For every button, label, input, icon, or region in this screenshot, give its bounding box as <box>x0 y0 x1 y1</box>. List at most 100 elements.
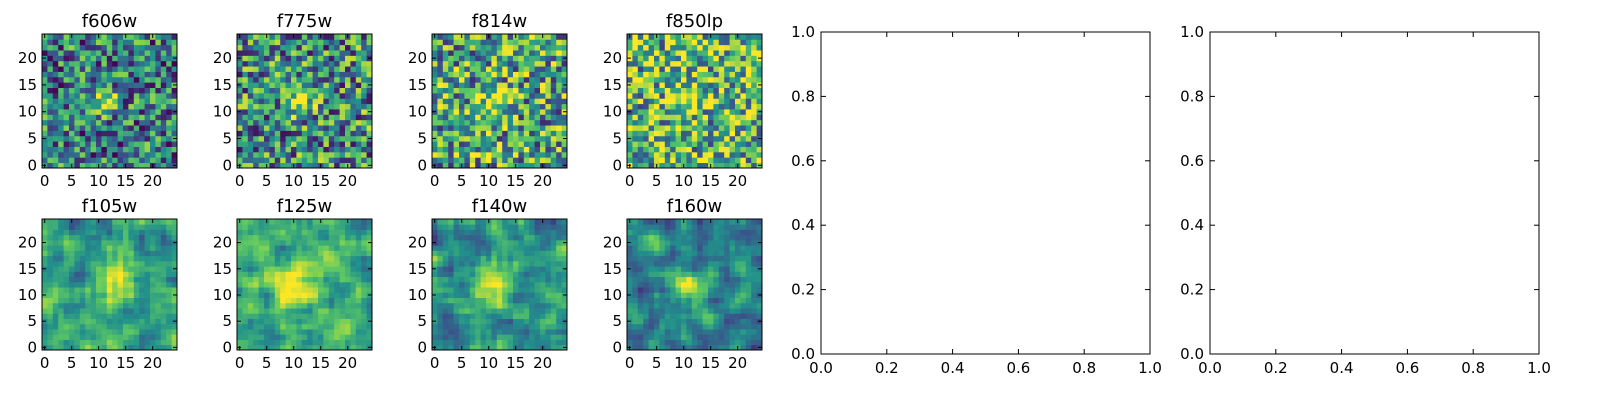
heatmap-cell <box>112 313 118 319</box>
heatmap-cell <box>112 250 118 257</box>
heatmap-cell <box>648 276 655 283</box>
heatmap-cell <box>496 344 503 351</box>
heatmap-cell <box>361 125 367 131</box>
heatmap-cell <box>52 266 59 272</box>
heatmap-cell <box>101 60 108 67</box>
heatmap-cell <box>459 44 465 51</box>
heatmap-cell <box>507 219 514 225</box>
heatmap-cell <box>475 276 481 283</box>
heatmap-cell <box>339 39 346 46</box>
heatmap-cell <box>42 130 48 137</box>
heatmap-cell <box>724 146 730 153</box>
heatmap-cell <box>79 119 86 126</box>
heatmap-cell <box>545 281 552 288</box>
heatmap-cell <box>659 130 666 137</box>
heatmap-cell <box>686 34 693 40</box>
heatmap-cell <box>491 229 498 236</box>
heatmap-cell <box>334 245 340 251</box>
heatmap-cell <box>312 234 319 241</box>
heatmap-cell <box>469 323 476 330</box>
heatmap-cell <box>106 87 113 94</box>
heatmap-cell <box>85 313 91 319</box>
heatmap-cell <box>643 34 649 40</box>
heatmap-cell <box>534 308 541 314</box>
heatmap-cell <box>42 229 48 236</box>
heatmap-cell <box>318 125 324 131</box>
heatmap-cell <box>90 98 97 105</box>
heatmap-cell <box>101 271 108 278</box>
heatmap-cell <box>464 266 471 272</box>
heatmap-cell <box>79 302 86 309</box>
heatmap-cell <box>160 260 167 267</box>
heatmap-cell <box>448 255 454 262</box>
heatmap-cell <box>697 125 703 131</box>
heatmap-cell <box>654 119 660 126</box>
heatmap-cell <box>269 255 276 262</box>
heatmap-cell <box>632 87 639 94</box>
heatmap-cell <box>47 82 54 88</box>
heatmap-cell <box>475 245 481 251</box>
heatmap-cell <box>160 34 167 40</box>
heatmap-cell <box>751 135 757 142</box>
heatmap-cell <box>350 260 357 267</box>
heatmap-cell <box>155 66 162 72</box>
heatmap-cell <box>247 266 254 272</box>
heatmap-cell <box>296 55 303 62</box>
heatmap-cell <box>713 281 720 288</box>
heatmap-cell <box>708 157 714 164</box>
heatmap-cell <box>144 255 151 262</box>
heatmap-cell <box>751 339 757 346</box>
heatmap-cell <box>523 297 530 304</box>
heatmap-cell <box>69 135 75 142</box>
heatmap-cell <box>52 98 59 105</box>
heatmap-cell <box>643 71 649 78</box>
heatmap-cell <box>529 260 535 267</box>
heatmap-cell <box>540 44 546 51</box>
heatmap-cell <box>323 245 330 251</box>
heatmap-cell <box>702 50 709 56</box>
x-tick-label: 20 <box>533 354 552 372</box>
heatmap-cell <box>285 135 292 142</box>
heatmap-cell <box>675 50 682 56</box>
heatmap-cell <box>432 130 438 137</box>
heatmap-cell <box>253 344 259 351</box>
heatmap-cell <box>274 323 281 330</box>
heatmap-cell <box>540 141 546 147</box>
heatmap-cell <box>550 87 557 94</box>
heatmap-cell <box>366 281 373 288</box>
heatmap-cell <box>90 157 97 164</box>
heatmap-cell <box>171 141 178 147</box>
heatmap-cell <box>523 266 530 272</box>
heatmap-cell <box>74 344 81 351</box>
heatmap-cell <box>475 281 481 288</box>
heatmap-cell <box>258 109 265 115</box>
heatmap-cell <box>334 292 340 298</box>
heatmap-cell <box>69 103 75 110</box>
heatmap-cell <box>274 318 281 325</box>
heatmap-cell <box>702 271 709 278</box>
heatmap-cell <box>366 151 373 158</box>
heatmap-cell <box>659 308 666 314</box>
heatmap-cell <box>697 339 703 346</box>
heatmap-cell <box>301 146 308 153</box>
heatmap-cell <box>160 224 167 230</box>
heatmap-cell <box>469 224 476 230</box>
heatmap-cell <box>47 318 54 325</box>
heatmap-cell <box>496 125 503 131</box>
heatmap-cell <box>90 344 97 351</box>
heatmap-cell <box>724 329 730 335</box>
heatmap-cell <box>106 297 113 304</box>
heatmap-cell <box>74 146 81 153</box>
heatmap-cell <box>442 271 449 278</box>
heatmap-cell <box>350 114 357 121</box>
heatmap-cell <box>58 266 64 272</box>
x-tick-label: 20 <box>728 172 747 190</box>
heatmap-cell <box>253 39 259 46</box>
heatmap-cell <box>345 76 351 83</box>
heatmap-cell <box>328 44 335 51</box>
heatmap-cell <box>269 260 276 267</box>
heatmap-cell <box>534 87 541 94</box>
heatmap-cell <box>437 266 444 272</box>
heatmap-cell <box>123 109 129 115</box>
heatmap-cell <box>648 266 655 272</box>
